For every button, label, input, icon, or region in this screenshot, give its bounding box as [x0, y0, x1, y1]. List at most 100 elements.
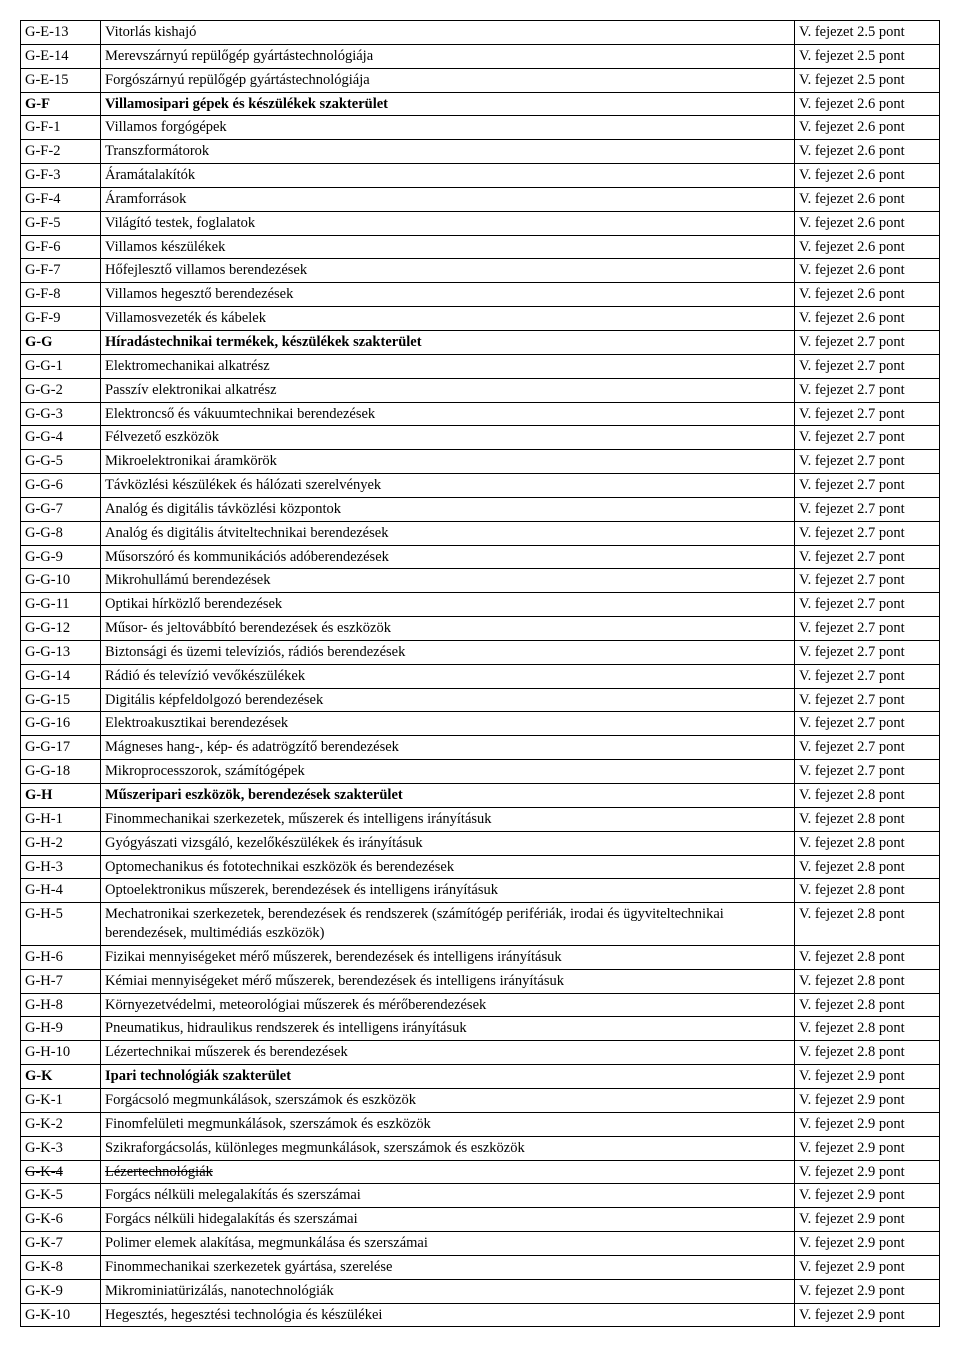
code-cell: G-G-17: [21, 736, 101, 760]
reference-cell: V. fejezet 2.6 pont: [795, 235, 940, 259]
reference-cell: V. fejezet 2.6 pont: [795, 211, 940, 235]
description-cell: Mikrominiatürizálás, nanotechnológiák: [101, 1279, 795, 1303]
description-cell: Pneumatikus, hidraulikus rendszerek és i…: [101, 1017, 795, 1041]
reference-cell: V. fejezet 2.8 pont: [795, 1041, 940, 1065]
reference-cell: V. fejezet 2.9 pont: [795, 1279, 940, 1303]
reference-cell: V. fejezet 2.7 pont: [795, 593, 940, 617]
table-row: G-K-4LézertechnológiákV. fejezet 2.9 pon…: [21, 1160, 940, 1184]
reference-cell: V. fejezet 2.7 pont: [795, 426, 940, 450]
table-row: G-H-9Pneumatikus, hidraulikus rendszerek…: [21, 1017, 940, 1041]
reference-cell: V. fejezet 2.8 pont: [795, 969, 940, 993]
table-row: G-F-4ÁramforrásokV. fejezet 2.6 pont: [21, 187, 940, 211]
code-cell: G-E-14: [21, 44, 101, 68]
code-cell: G-G-3: [21, 402, 101, 426]
table-row: G-K-8Finommechanikai szerkezetek gyártás…: [21, 1255, 940, 1279]
description-cell: Műsor- és jeltovábbító berendezések és e…: [101, 617, 795, 641]
description-cell: Lézertechnológiák: [101, 1160, 795, 1184]
table-row: G-G-18Mikroprocesszorok, számítógépekV. …: [21, 760, 940, 784]
reference-cell: V. fejezet 2.7 pont: [795, 402, 940, 426]
table-row: G-H-2Gyógyászati vizsgáló, kezelőkészülé…: [21, 831, 940, 855]
table-row: G-KIpari technológiák szakterületV. feje…: [21, 1065, 940, 1089]
table-row: G-K-1Forgácsoló megmunkálások, szerszámo…: [21, 1088, 940, 1112]
code-cell: G-F-9: [21, 307, 101, 331]
code-cell: G-G-8: [21, 521, 101, 545]
table-row: G-G-7Analóg és digitális távközlési közp…: [21, 497, 940, 521]
reference-cell: V. fejezet 2.9 pont: [795, 1136, 940, 1160]
table-row: G-G-15Digitális képfeldolgozó berendezés…: [21, 688, 940, 712]
description-cell: Mechatronikai szerkezetek, berendezések …: [101, 903, 795, 946]
description-cell: Villamos készülékek: [101, 235, 795, 259]
code-cell: G-H-2: [21, 831, 101, 855]
code-cell: G-F-5: [21, 211, 101, 235]
code-cell: G-K-7: [21, 1232, 101, 1256]
description-cell: Finomfelületi megmunkálások, szerszámok …: [101, 1112, 795, 1136]
table-row: G-G-17Mágneses hang-, kép- és adatrögzít…: [21, 736, 940, 760]
description-cell: Merevszárnyú repülőgép gyártástechnológi…: [101, 44, 795, 68]
description-cell: Villamosipari gépek és készülékek szakte…: [101, 92, 795, 116]
reference-cell: V. fejezet 2.6 pont: [795, 140, 940, 164]
reference-cell: V. fejezet 2.9 pont: [795, 1065, 940, 1089]
description-cell: Mágneses hang-, kép- és adatrögzítő bere…: [101, 736, 795, 760]
table-row: G-H-4Optoelektronikus műszerek, berendez…: [21, 879, 940, 903]
description-cell: Mikroelektronikai áramkörök: [101, 450, 795, 474]
table-row: G-K-5Forgács nélküli melegalakítás és sz…: [21, 1184, 940, 1208]
table-row: G-G-16Elektroakusztikai berendezésekV. f…: [21, 712, 940, 736]
description-cell: Hőfejlesztő villamos berendezések: [101, 259, 795, 283]
table-row: G-E-15Forgószárnyú repülőgép gyártástech…: [21, 68, 940, 92]
reference-cell: V. fejezet 2.6 pont: [795, 92, 940, 116]
description-cell: Félvezető eszközök: [101, 426, 795, 450]
description-cell: Távközlési készülékek és hálózati szerel…: [101, 474, 795, 498]
table-row: G-F-9Villamosvezeték és kábelekV. fejeze…: [21, 307, 940, 331]
reference-cell: V. fejezet 2.7 pont: [795, 521, 940, 545]
code-cell: G-F-1: [21, 116, 101, 140]
code-cell: G-K: [21, 1065, 101, 1089]
description-cell: Forgács nélküli melegalakítás és szerszá…: [101, 1184, 795, 1208]
description-cell: Passzív elektronikai alkatrész: [101, 378, 795, 402]
table-row: G-F-7Hőfejlesztő villamos berendezésekV.…: [21, 259, 940, 283]
description-cell: Hegesztés, hegesztési technológia és kés…: [101, 1303, 795, 1327]
code-cell: G-F-8: [21, 283, 101, 307]
reference-cell: V. fejezet 2.6 pont: [795, 116, 940, 140]
description-cell: Híradástechnikai termékek, készülékek sz…: [101, 330, 795, 354]
code-cell: G-H-9: [21, 1017, 101, 1041]
reference-cell: V. fejezet 2.7 pont: [795, 617, 940, 641]
description-cell: Optikai hírközlő berendezések: [101, 593, 795, 617]
description-cell: Forgácsoló megmunkálások, szerszámok és …: [101, 1088, 795, 1112]
reference-cell: V. fejezet 2.5 pont: [795, 21, 940, 45]
reference-cell: V. fejezet 2.7 pont: [795, 664, 940, 688]
code-cell: G-H-6: [21, 945, 101, 969]
table-row: G-K-10Hegesztés, hegesztési technológia …: [21, 1303, 940, 1327]
description-cell: Szikraforgácsolás, különleges megmunkálá…: [101, 1136, 795, 1160]
code-cell: G-G-7: [21, 497, 101, 521]
table-row: G-K-6Forgács nélküli hidegalakítás és sz…: [21, 1208, 940, 1232]
table-row: G-G-3Elektroncső és vákuumtechnikai bere…: [21, 402, 940, 426]
code-cell: G-H: [21, 784, 101, 808]
description-cell: Forgószárnyú repülőgép gyártástechnológi…: [101, 68, 795, 92]
description-cell: Villamosvezeték és kábelek: [101, 307, 795, 331]
code-cell: G-F: [21, 92, 101, 116]
description-cell: Analóg és digitális átviteltechnikai ber…: [101, 521, 795, 545]
code-cell: G-G-4: [21, 426, 101, 450]
table-row: G-H-10Lézertechnikai műszerek és berende…: [21, 1041, 940, 1065]
code-cell: G-G-12: [21, 617, 101, 641]
table-row: G-K-3Szikraforgácsolás, különleges megmu…: [21, 1136, 940, 1160]
code-cell: G-E-15: [21, 68, 101, 92]
table-row: G-H-1Finommechanikai szerkezetek, műszer…: [21, 807, 940, 831]
reference-cell: V. fejezet 2.9 pont: [795, 1160, 940, 1184]
table-row: G-G-14Rádió és televízió vevőkészülékekV…: [21, 664, 940, 688]
code-cell: G-F-2: [21, 140, 101, 164]
description-cell: Környezetvédelmi, meteorológiai műszerek…: [101, 993, 795, 1017]
code-cell: G-G-13: [21, 640, 101, 664]
table-row: G-GHíradástechnikai termékek, készülékek…: [21, 330, 940, 354]
code-cell: G-H-8: [21, 993, 101, 1017]
table-row: G-F-3ÁramátalakítókV. fejezet 2.6 pont: [21, 164, 940, 188]
reference-cell: V. fejezet 2.7 pont: [795, 688, 940, 712]
table-row: G-E-13Vitorlás kishajóV. fejezet 2.5 pon…: [21, 21, 940, 45]
description-cell: Műsorszóró és kommunikációs adóberendezé…: [101, 545, 795, 569]
reference-cell: V. fejezet 2.6 pont: [795, 164, 940, 188]
description-cell: Analóg és digitális távközlési központok: [101, 497, 795, 521]
code-cell: G-H-3: [21, 855, 101, 879]
code-cell: G-K-5: [21, 1184, 101, 1208]
table-row: G-G-12Műsor- és jeltovábbító berendezése…: [21, 617, 940, 641]
code-cell: G-K-10: [21, 1303, 101, 1327]
